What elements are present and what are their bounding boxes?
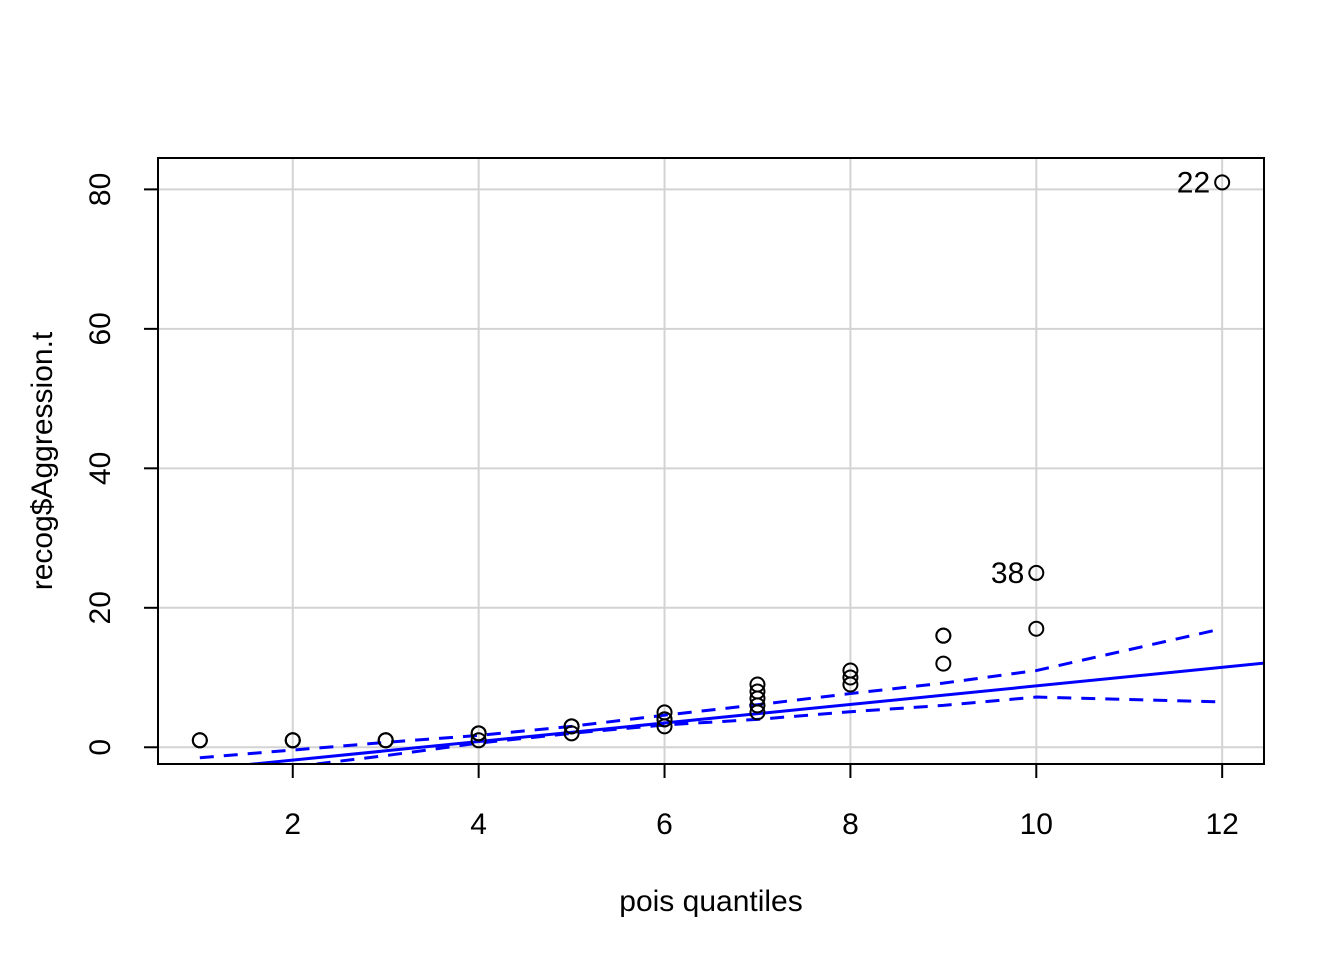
data-points (191, 174, 1231, 749)
x-tick-label: 8 (842, 808, 859, 841)
x-tick-label: 10 (1020, 808, 1053, 841)
data-point (656, 711, 673, 728)
y-tick-label: 80 (84, 173, 117, 206)
x-tick-label: 2 (284, 808, 301, 841)
data-point (749, 704, 766, 721)
point-label: 22 (1177, 166, 1210, 199)
data-point (1214, 174, 1231, 191)
y-tick-label: 40 (84, 452, 117, 485)
x-axis-title: pois quantiles (619, 885, 802, 918)
x-tick-label: 12 (1205, 808, 1238, 841)
data-point (935, 655, 952, 672)
x-tick-label: 6 (656, 808, 673, 841)
data-point (842, 676, 859, 693)
data-point (842, 669, 859, 686)
y-axis-title: recog$Aggression.t (26, 331, 59, 590)
confidence-band-lower (303, 695, 1223, 764)
data-point (935, 627, 952, 644)
reference-lines (199, 627, 1264, 764)
point-label: 38 (991, 557, 1024, 590)
data-point (284, 732, 301, 749)
data-point (1028, 620, 1045, 637)
data-point (377, 732, 394, 749)
data-point (656, 718, 673, 735)
confidence-band-upper (199, 627, 1223, 760)
y-tick-label: 60 (84, 312, 117, 345)
y-tick-label: 20 (84, 591, 117, 624)
data-point (563, 718, 580, 735)
y-tick-label: 0 (84, 739, 117, 756)
data-point (470, 725, 487, 742)
data-point (1028, 564, 1045, 581)
data-point (563, 725, 580, 742)
plot-frame (157, 157, 1265, 765)
data-point (470, 732, 487, 749)
data-point (749, 697, 766, 714)
point-labels: 38 22 (991, 166, 1210, 590)
grid-lines (158, 158, 1264, 764)
x-axis: 2 4 6 8 10 12 (284, 764, 1239, 841)
reference-line (238, 661, 1264, 764)
x-tick-label: 4 (470, 808, 487, 841)
data-point (191, 732, 208, 749)
y-axis: 0 20 40 60 80 (84, 173, 158, 756)
